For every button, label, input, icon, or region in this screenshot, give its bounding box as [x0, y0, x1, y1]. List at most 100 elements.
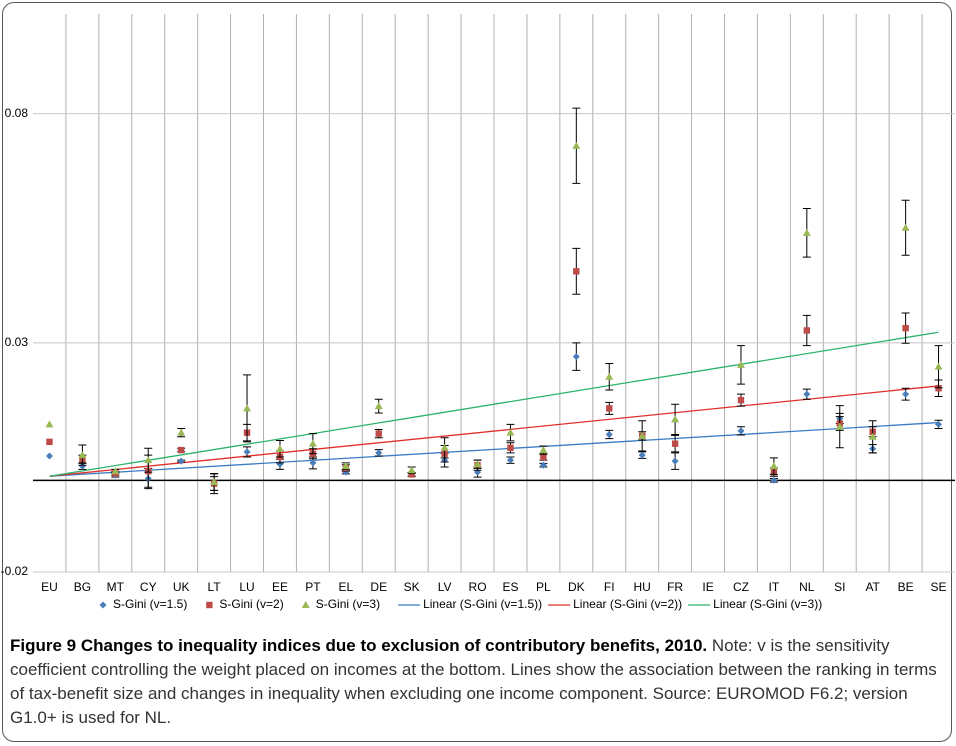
data-point [374, 402, 383, 410]
data-point [737, 396, 745, 404]
data-point [177, 446, 185, 454]
data-point [45, 420, 54, 428]
data-point [78, 462, 86, 470]
caption-title: Figure 9 Changes to inequality indices d… [10, 636, 708, 655]
data-point [638, 431, 647, 439]
data-point [210, 478, 219, 486]
data-point [473, 460, 482, 468]
data-point [341, 462, 350, 470]
x-tick-label: LV [438, 580, 452, 594]
data-point [243, 404, 252, 412]
data-point [440, 443, 449, 451]
x-tick-label: DK [568, 580, 585, 594]
data-point [605, 372, 614, 380]
data-point [111, 467, 120, 475]
data-point [78, 451, 87, 459]
x-tick-label: IT [769, 580, 780, 594]
x-tick-label: PL [536, 580, 551, 594]
data-point [606, 405, 613, 412]
data-point [375, 430, 382, 437]
x-tick-label: LT [208, 580, 222, 594]
y-tick-label: -0.02 [1, 564, 29, 578]
x-tick-label: CZ [733, 580, 749, 594]
data-point [803, 390, 811, 398]
trend-line [49, 421, 939, 477]
data-point [46, 438, 53, 446]
y-tick-label: 0.03 [5, 335, 29, 349]
legend-label: Linear (S-Gini (v=3)) [713, 597, 822, 611]
data-point [177, 428, 186, 436]
x-tick-label: IE [702, 580, 713, 594]
x-tick-label: EU [41, 580, 58, 594]
x-tick-label: DE [370, 580, 387, 594]
data-point [934, 362, 943, 370]
legend-label: S-Gini (v=1.5) [113, 597, 187, 611]
data-point [671, 440, 679, 447]
data-point [770, 476, 778, 484]
x-tick-label: HU [634, 580, 651, 594]
data-point [243, 448, 251, 456]
data-point [835, 422, 844, 430]
x-tick-label: LU [239, 580, 254, 594]
data-point [177, 457, 185, 465]
x-tick-label: MT [107, 580, 125, 594]
x-tick-label: FI [604, 580, 615, 594]
data-point [275, 444, 284, 452]
data-point [506, 428, 515, 436]
data-point [45, 452, 53, 460]
legend-label: S-Gini (v=2) [219, 597, 283, 611]
data-point [803, 327, 811, 334]
data-point [671, 415, 680, 423]
x-tick-label: AT [865, 580, 880, 594]
legend-label: Linear (S-Gini (v=1.5)) [423, 597, 542, 611]
x-tick-label: BG [74, 580, 91, 594]
x-tick-label: SK [404, 580, 420, 594]
x-tick-label: EL [338, 580, 353, 594]
data-point [671, 457, 679, 465]
data-point [935, 420, 943, 428]
legend-label: Linear (S-Gini (v=2)) [573, 597, 682, 611]
data-point [638, 451, 646, 459]
x-tick-label: RO [469, 580, 487, 594]
chart: -0.02 0.03 0.08 EU BG MT CY UK LT LU EE PT EL DE SK LV R… [1, 14, 955, 611]
data-point [573, 268, 580, 275]
data-point [309, 459, 317, 467]
x-tick-label: SE [931, 580, 947, 594]
data-point [506, 456, 514, 464]
data-point [902, 324, 909, 332]
x-tick-label: ES [502, 580, 518, 594]
trend-line [49, 385, 939, 477]
x-tick-label: FR [667, 580, 683, 594]
data-point [901, 223, 910, 231]
legend-marker [206, 601, 213, 609]
x-tick-label: SI [834, 580, 845, 594]
x-tick-label: PT [305, 580, 321, 594]
x-tick-label: NL [799, 580, 815, 594]
data-point [737, 427, 745, 435]
data-point [539, 446, 548, 454]
data-point [802, 228, 811, 236]
y-tick-label: 0.08 [5, 106, 29, 120]
data-point [769, 462, 778, 470]
legend-marker [301, 601, 310, 608]
data-point [572, 141, 581, 149]
data-point [868, 432, 877, 440]
x-tick-label: UK [173, 580, 190, 594]
data-point [736, 360, 745, 368]
data-point [605, 431, 613, 438]
data-point [539, 461, 547, 469]
data-point [408, 471, 415, 478]
data-point [144, 456, 153, 464]
trend-line [49, 331, 939, 477]
data-point [540, 453, 547, 461]
data-point [902, 390, 910, 398]
data-point [507, 444, 514, 451]
x-tick-label: BE [898, 580, 914, 594]
data-point [308, 439, 317, 447]
legend-label: S-Gini (v=3) [316, 597, 380, 611]
caption-text: Note: v is the sensitivity coefficient c… [10, 636, 937, 727]
data-point [572, 353, 580, 361]
data-point [375, 449, 383, 457]
